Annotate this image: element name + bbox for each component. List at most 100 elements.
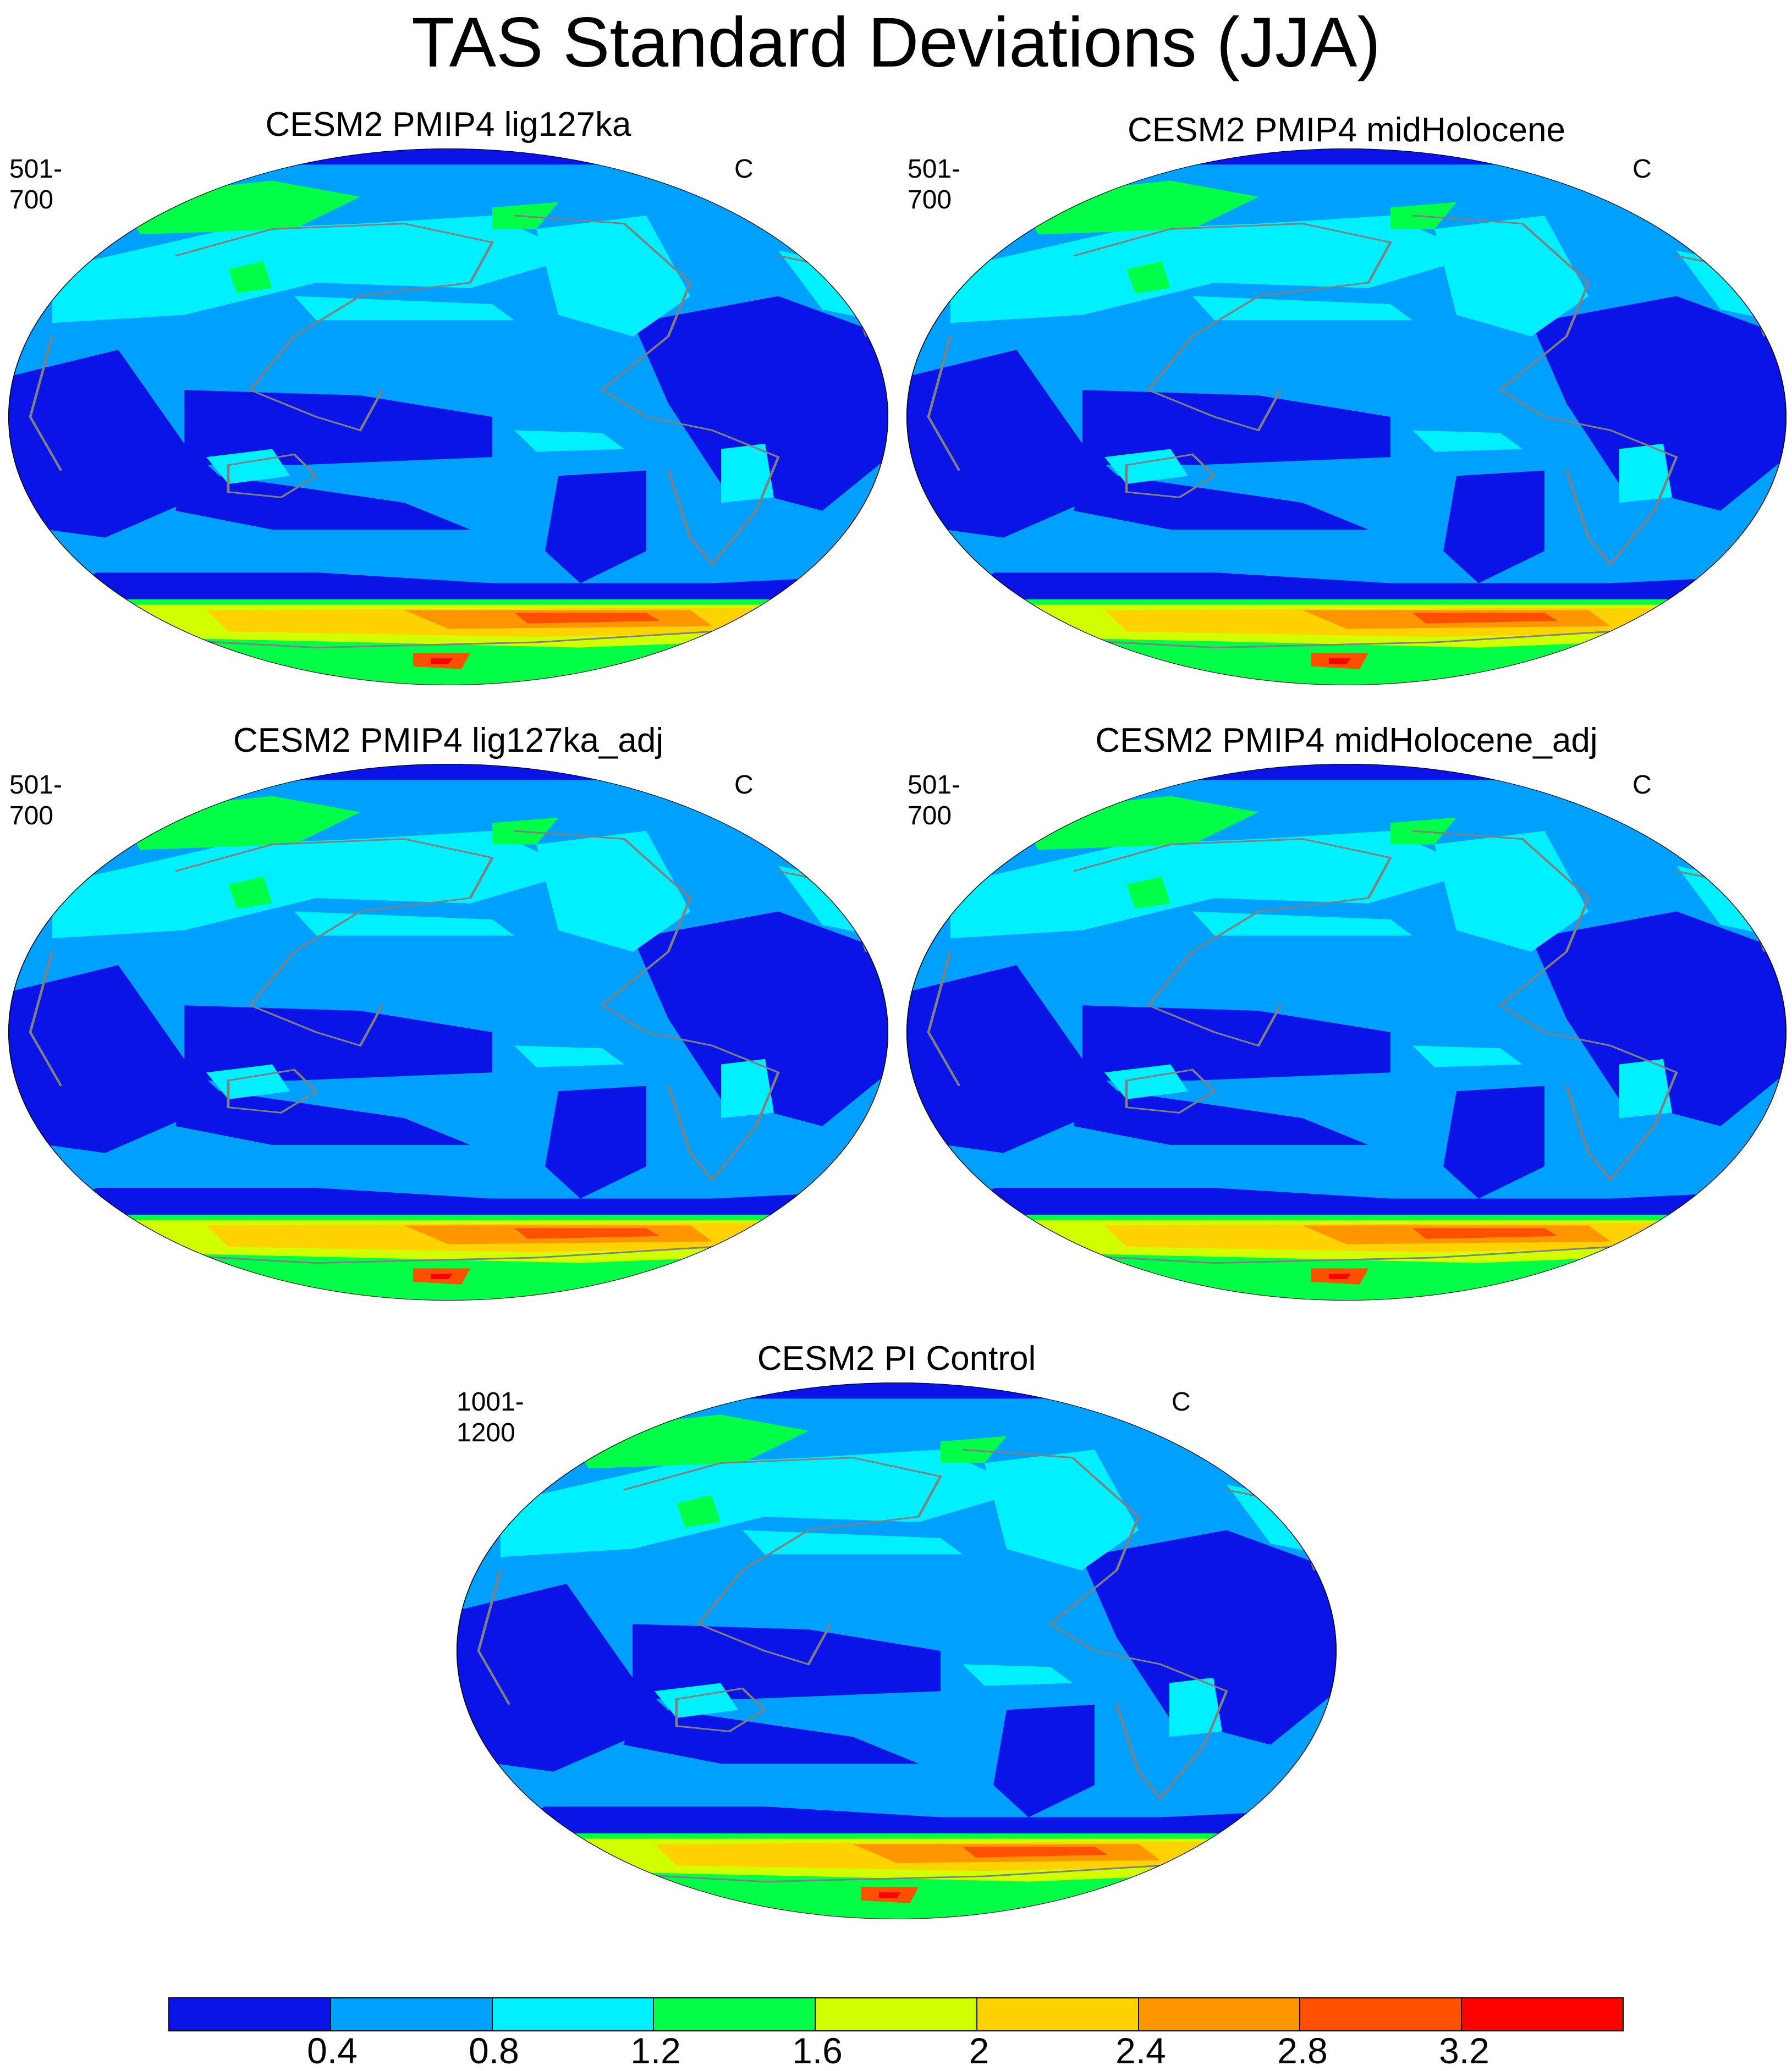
- colorbar-box-8: [1462, 1998, 1623, 2030]
- coastline-3: [962, 1448, 1140, 1652]
- antarctic-band-red-orange: [1412, 1228, 1558, 1239]
- antarctic-hotspot-core: [431, 658, 453, 664]
- coastline-2: [227, 1068, 318, 1114]
- colorbar: [168, 1997, 1624, 2031]
- panel-right-label: C: [1632, 155, 1652, 184]
- field-low-4: [993, 1704, 1095, 1817]
- panel-title: CESM2 PMIP4 lig127ka: [265, 106, 631, 144]
- colorbar-tick-label: 1.2: [630, 2030, 681, 2071]
- field-mid-4: [1169, 1677, 1222, 1737]
- field-low-0: [8, 965, 228, 1153]
- colorbar-box-2: [492, 1998, 655, 2030]
- field-mid-0: [52, 831, 580, 939]
- antarctic-band-red-orange: [514, 1228, 659, 1239]
- colorbar-tick-label: 1.6: [792, 2030, 843, 2071]
- field-mid-2: [1434, 216, 1588, 337]
- panel-right-label: C: [734, 155, 754, 184]
- field-low-4: [1443, 1086, 1544, 1199]
- colorbar-tick-label: 2.8: [1277, 2030, 1328, 2071]
- field-low-2: [175, 470, 471, 530]
- coastline-1: [697, 1623, 832, 1666]
- panel-left-label: 1001-1200: [457, 1387, 524, 1447]
- coastline-6: [477, 1570, 511, 1705]
- field-low-5: [950, 572, 1742, 599]
- field-mid-4: [1619, 443, 1672, 503]
- field-low-0: [457, 1584, 677, 1772]
- field-low-0: [906, 965, 1126, 1153]
- field-mid-5: [1412, 1045, 1522, 1067]
- coastline-2: [1125, 453, 1217, 498]
- colorbar-box-5: [977, 1998, 1139, 2030]
- panel-left-label: 501-700: [908, 770, 961, 830]
- coastline-4: [646, 416, 780, 566]
- field-low-5: [501, 1806, 1293, 1833]
- coastline-1: [1147, 389, 1282, 432]
- panel-left-label: 501-700: [9, 155, 63, 214]
- map-plot: [906, 148, 1786, 685]
- coastline-0: [175, 223, 494, 390]
- map-plot: [8, 764, 888, 1301]
- field-mid-0: [52, 216, 580, 323]
- field-low-4: [545, 470, 646, 583]
- panel-title: CESM2 PI Control: [757, 1340, 1036, 1378]
- field-low-5: [52, 572, 844, 599]
- coastline-6: [29, 951, 63, 1087]
- field-high-1: [228, 876, 272, 909]
- colorbar-box-1: [331, 1998, 493, 2030]
- field-low-0: [8, 350, 228, 538]
- coastline-3: [1412, 214, 1590, 418]
- antarctic-hotspot-core: [1329, 1274, 1351, 1279]
- field-low-1: [184, 1005, 493, 1081]
- figure-title: TAS Standard Deviations (JJA): [411, 3, 1381, 82]
- field-low-3: [1081, 1530, 1337, 1745]
- colorbar-box-7: [1300, 1998, 1463, 2030]
- field-low-2: [1074, 1086, 1368, 1145]
- coastline-1: [1147, 1004, 1282, 1047]
- coastline-4: [1544, 1031, 1678, 1182]
- panel-title: CESM2 PMIP4 midHolocene_adj: [1095, 721, 1598, 759]
- field-mid-4: [721, 1059, 774, 1119]
- coastline-4: [646, 1031, 780, 1182]
- coastline-6: [927, 951, 961, 1087]
- field-mid-0: [950, 831, 1478, 939]
- panel-title: CESM2 PMIP4 midHolocene: [1128, 111, 1565, 149]
- colorbar-tick-label: 2: [969, 2030, 990, 2071]
- antarctic-hotspot-core: [1329, 658, 1351, 664]
- coastline-1: [249, 1004, 384, 1047]
- coastline-3: [514, 830, 692, 1033]
- field-high-1: [677, 1495, 721, 1528]
- coastline-0: [1073, 223, 1393, 390]
- field-mid-5: [963, 1664, 1073, 1686]
- field-high-1: [1126, 261, 1170, 294]
- coastline-4: [1544, 416, 1678, 566]
- colorbar-tick-label: 0.8: [469, 2030, 519, 2071]
- field-low-5: [950, 1188, 1742, 1215]
- panel-left-label: 501-700: [908, 155, 961, 214]
- colorbar-box-3: [654, 1998, 816, 2030]
- map-plot: [457, 1382, 1337, 1919]
- antarctic-hotspot-core: [431, 1274, 453, 1279]
- field-low-2: [624, 1704, 919, 1764]
- field-low-0: [906, 350, 1126, 538]
- antarctic-hotspot-core: [879, 1892, 901, 1898]
- field-low-4: [1443, 470, 1544, 583]
- colorbar-tick-label: 0.4: [307, 2030, 358, 2071]
- coastline-6: [927, 336, 961, 471]
- field-low-5: [52, 1188, 844, 1215]
- coastline-3: [514, 214, 692, 418]
- field-low-2: [175, 1086, 471, 1145]
- colorbar-box-0: [169, 1998, 331, 2030]
- field-mid-5: [514, 1045, 624, 1067]
- panel-right-label: C: [734, 770, 754, 800]
- field-mid-2: [536, 831, 690, 952]
- field-low-3: [1531, 911, 1786, 1126]
- field-low-1: [633, 1624, 941, 1699]
- field-mid-2: [536, 216, 690, 337]
- coastline-4: [1094, 1650, 1228, 1800]
- coastline-2: [1125, 1068, 1217, 1114]
- field-high-1: [228, 261, 272, 294]
- coastline-2: [675, 1687, 767, 1732]
- field-mid-0: [501, 1450, 1029, 1557]
- field-mid-5: [514, 430, 624, 452]
- field-low-4: [545, 1086, 646, 1199]
